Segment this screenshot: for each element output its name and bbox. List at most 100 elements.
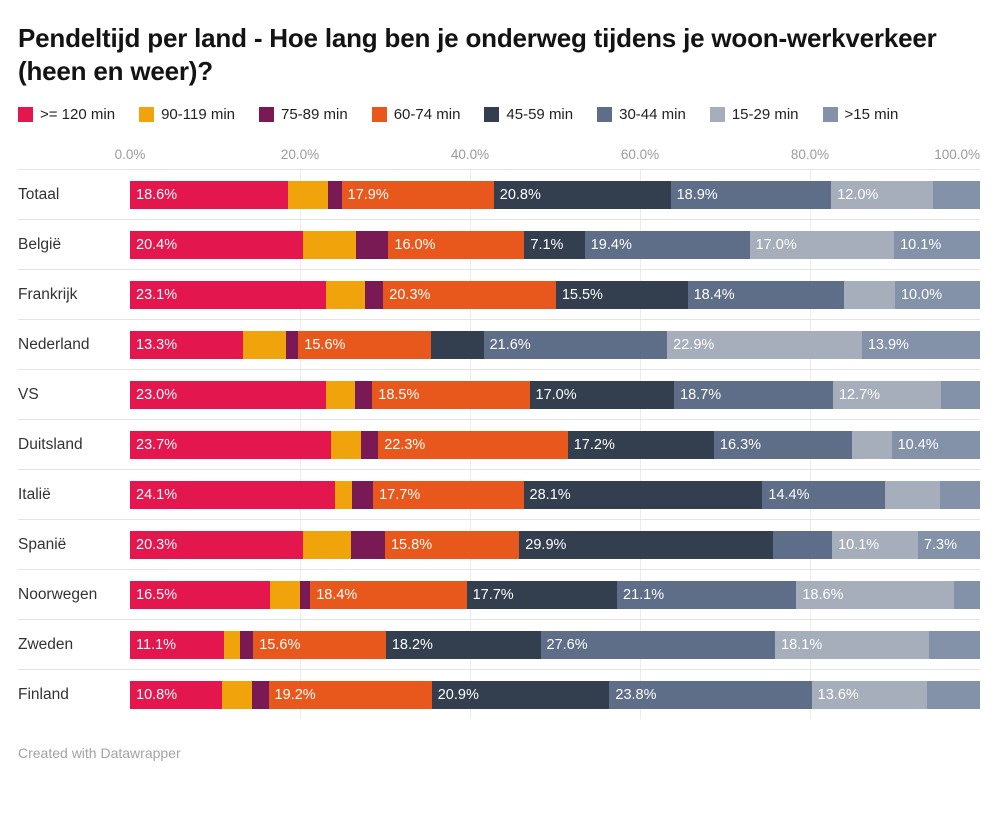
bar-area: 23.7% 22.3% 17.2% 16.3% 10.4% bbox=[130, 420, 980, 470]
bar-segment: 21.1% bbox=[617, 580, 797, 609]
chart-rows: Totaal 18.6% 17.9% 20.8% 18.9% 12.0% België 20.… bbox=[18, 169, 980, 720]
segment-value-label: 19.4% bbox=[590, 236, 632, 253]
segment-value-label: 20.9% bbox=[437, 686, 479, 703]
segment-value-label: 22.3% bbox=[384, 436, 426, 453]
chart-row: Zweden 11.1% 15.6% 18.2% 27.6% 18.1% bbox=[18, 619, 980, 670]
bar-segment bbox=[843, 280, 895, 309]
axis-tick-label: 0.0% bbox=[114, 147, 146, 163]
bar-segment: 7.1% bbox=[524, 230, 585, 259]
bar-segment: 22.3% bbox=[378, 430, 568, 459]
bar-segment bbox=[928, 630, 980, 659]
bar-segment bbox=[773, 530, 833, 559]
segment-value-label: 11.1% bbox=[136, 636, 177, 653]
bar-segment bbox=[224, 630, 240, 659]
segment-value-label: 17.7% bbox=[379, 486, 421, 503]
segment-value-label: 15.8% bbox=[390, 536, 433, 553]
legend-swatch bbox=[709, 107, 725, 123]
legend-swatch bbox=[822, 107, 838, 123]
bar-segment: 23.7% bbox=[130, 430, 332, 459]
bar-segment: 7.3% bbox=[917, 530, 980, 559]
segment-value-label: 13.3% bbox=[136, 336, 178, 353]
legend-item-label: 75-89 min bbox=[281, 106, 348, 124]
bar-segment: 15.5% bbox=[555, 280, 688, 309]
bar-segment: 10.1% bbox=[832, 530, 918, 559]
segment-value-label: 18.4% bbox=[693, 286, 735, 303]
bar-segment: 19.2% bbox=[268, 680, 432, 709]
bar-area: 10.8% 19.2% 20.9% 23.8% 13.6% bbox=[130, 670, 980, 720]
chart-row: Frankrijk 23.1% 20.3% 15.5% 18.4% 10.0% bbox=[18, 269, 980, 320]
bar-segment bbox=[326, 280, 365, 309]
segment-value-label: 23.7% bbox=[136, 436, 178, 453]
bar-segment bbox=[251, 680, 269, 709]
stacked-bar: 18.6% 17.9% 20.8% 18.9% 12.0% bbox=[130, 180, 980, 209]
bar-segment: 18.1% bbox=[775, 630, 929, 659]
segment-value-label: 18.5% bbox=[378, 386, 420, 403]
bar-segment: 17.9% bbox=[341, 180, 494, 209]
bar-segment bbox=[940, 480, 980, 509]
bar-segment: 18.4% bbox=[687, 280, 844, 309]
bar-segment: 20.4% bbox=[130, 230, 304, 259]
bar-segment: 24.1% bbox=[130, 480, 335, 509]
bar-segment: 23.8% bbox=[609, 680, 812, 709]
bar-segment: 28.1% bbox=[523, 480, 763, 509]
chart-row: Noorwegen 16.5% 18.4% 17.7% 21.1% 18.6% bbox=[18, 569, 980, 620]
bar-segment: 16.3% bbox=[713, 430, 853, 459]
segment-value-label: 19.2% bbox=[274, 686, 316, 703]
segment-value-label: 28.1% bbox=[529, 486, 571, 503]
bar-segment bbox=[285, 330, 299, 359]
segment-value-label: 23.1% bbox=[136, 286, 178, 303]
segment-value-label: 24.1% bbox=[136, 486, 178, 503]
bar-area: 23.1% 20.3% 15.5% 18.4% 10.0% bbox=[130, 270, 980, 320]
bar-segment: 16.5% bbox=[130, 580, 271, 609]
row-label: Spanië bbox=[18, 535, 67, 553]
axis-tick-label: 40.0% bbox=[450, 147, 490, 163]
legend-swatch bbox=[259, 107, 274, 123]
bar-segment bbox=[303, 230, 357, 259]
legend-item-label: 30-44 min bbox=[619, 106, 686, 124]
segment-value-label: 17.7% bbox=[472, 586, 514, 603]
axis-tick-label: 100.0% bbox=[934, 147, 980, 163]
bar-segment: 20.3% bbox=[130, 530, 303, 559]
bar-segment: 17.2% bbox=[567, 430, 714, 459]
segment-value-label: 16.3% bbox=[719, 436, 762, 453]
bar-segment bbox=[361, 430, 379, 459]
row-label: Finland bbox=[18, 685, 69, 703]
bar-area: 11.1% 15.6% 18.2% 27.6% 18.1% bbox=[130, 620, 980, 670]
bar-segment bbox=[300, 580, 311, 609]
bar-area: 16.5% 18.4% 17.7% 21.1% 18.6% bbox=[130, 570, 980, 620]
attribution-text: Created with Datawrapper bbox=[18, 745, 181, 762]
bar-segment: 11.1% bbox=[130, 630, 225, 659]
bar-segment: 13.9% bbox=[861, 330, 980, 359]
bar-segment: 27.6% bbox=[540, 630, 776, 659]
segment-value-label: 18.6% bbox=[136, 186, 178, 203]
bar-segment: 20.9% bbox=[431, 680, 610, 709]
legend-item: >= 120 min bbox=[18, 106, 115, 123]
legend-item: 60-74 min bbox=[371, 106, 461, 124]
bar-segment: 18.5% bbox=[372, 380, 530, 409]
bar-segment: 22.9% bbox=[667, 330, 862, 359]
bar-area: 13.3% 15.6% 21.6% 22.9% 13.9% bbox=[130, 320, 980, 370]
axis-tick-label: 20.0% bbox=[280, 147, 320, 163]
segment-value-label: 21.6% bbox=[489, 336, 531, 353]
bar-segment: 16.0% bbox=[388, 230, 525, 259]
segment-value-label: 12.7% bbox=[838, 386, 881, 403]
bar-segment bbox=[239, 630, 254, 659]
row-label: Zweden bbox=[18, 635, 74, 653]
legend-item-label: 45-59 min bbox=[506, 106, 574, 124]
bar-segment: 13.3% bbox=[130, 330, 244, 359]
segment-value-label: 18.6% bbox=[802, 586, 844, 603]
legend-item-label: 60-74 min bbox=[393, 106, 461, 124]
segment-value-label: 10.1% bbox=[900, 236, 942, 253]
bar-segment: 10.8% bbox=[130, 680, 222, 709]
segment-value-label: 16.5% bbox=[136, 586, 178, 603]
bar-area: 23.0% 18.5% 17.0% 18.7% 12.7% bbox=[130, 370, 980, 420]
bar-segment bbox=[243, 330, 286, 359]
legend-swatch bbox=[139, 107, 155, 123]
bar-segment: 17.7% bbox=[466, 580, 618, 609]
segment-value-label: 15.6% bbox=[304, 336, 346, 353]
bar-segment: 18.6% bbox=[796, 580, 955, 609]
bar-segment bbox=[852, 430, 892, 459]
row-label: Nederland bbox=[18, 335, 90, 353]
bar-segment bbox=[270, 580, 300, 609]
chart-row: VS 23.0% 18.5% 17.0% 18.7% 12.7% bbox=[18, 369, 980, 420]
